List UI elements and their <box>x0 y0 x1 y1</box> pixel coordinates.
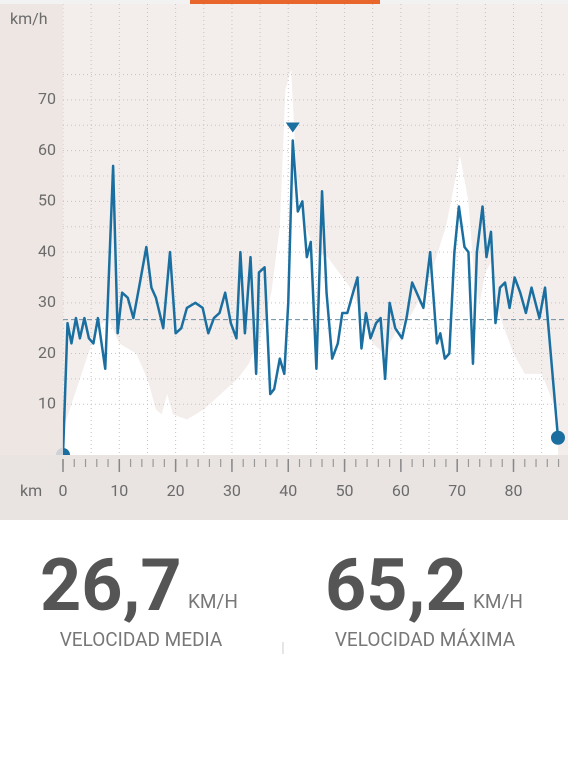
stat-value: 65,2 <box>325 543 467 628</box>
x-tick-label: 10 <box>110 481 128 500</box>
end-marker <box>550 430 565 445</box>
stat-label: VELOCIDAD MÁXIMA <box>335 628 516 651</box>
y-tick-label: 30 <box>38 292 56 311</box>
y-tick-label: 70 <box>38 89 56 108</box>
x-tick-label: 20 <box>167 481 185 500</box>
y-tick-label: 60 <box>38 140 56 159</box>
x-tick-label: 50 <box>336 481 354 500</box>
y-tick-label: 50 <box>38 191 56 210</box>
x-tick-label: 60 <box>392 481 410 500</box>
x-tick-label: 0 <box>59 481 68 500</box>
stat-unit: KM/H <box>188 590 238 613</box>
x-tick-label: 30 <box>223 481 241 500</box>
stat-label: VELOCIDAD MEDIA <box>60 628 223 651</box>
x-axis-label: km <box>20 481 42 500</box>
y-tick-label: 40 <box>38 241 56 260</box>
x-tick-label: 80 <box>505 481 523 500</box>
x-tick-label: 70 <box>448 481 466 500</box>
x-axis-strip <box>0 455 568 520</box>
tab-indicator <box>190 0 380 4</box>
y-tick-label: 20 <box>38 343 56 362</box>
max-marker <box>285 122 300 133</box>
stat-value: 26,7 <box>40 543 182 628</box>
speed-line <box>61 139 560 456</box>
y-gutter <box>0 0 63 455</box>
y-axis-label: km/h <box>10 9 48 28</box>
stat-unit: KM/H <box>473 590 523 613</box>
x-tick-label: 40 <box>279 481 297 500</box>
y-tick-label: 10 <box>38 393 56 412</box>
